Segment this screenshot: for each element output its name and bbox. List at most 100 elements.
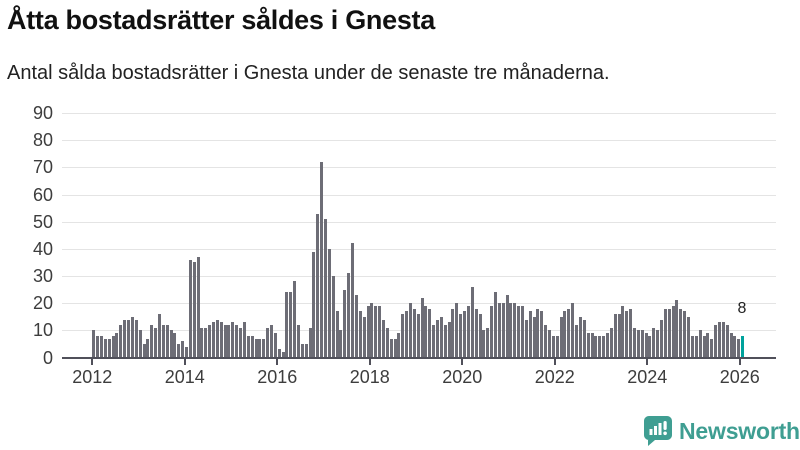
bar bbox=[381, 319, 385, 358]
gridline bbox=[62, 303, 776, 305]
y-tick-label: 50 bbox=[32, 211, 53, 232]
bar bbox=[644, 333, 648, 358]
bar bbox=[544, 324, 548, 358]
bar bbox=[354, 295, 358, 358]
bar bbox=[134, 319, 138, 358]
bar bbox=[551, 335, 555, 358]
bar bbox=[92, 330, 96, 358]
gridline bbox=[62, 276, 776, 277]
bar bbox=[289, 292, 293, 358]
bar bbox=[181, 341, 185, 358]
bar bbox=[339, 330, 343, 358]
bar bbox=[443, 324, 447, 358]
bar bbox=[184, 346, 188, 358]
x-tick-label: 2018 bbox=[349, 366, 390, 387]
newsworthy-logo[interactable]: Newsworthy bbox=[644, 416, 800, 446]
bar bbox=[208, 324, 212, 358]
bar bbox=[463, 311, 467, 358]
bar bbox=[100, 335, 104, 358]
page-title: Åtta bostadsrätter såldes i Gnesta bbox=[7, 5, 435, 35]
bar bbox=[559, 316, 563, 358]
y-tick-label: 30 bbox=[32, 266, 53, 286]
bar bbox=[687, 316, 691, 358]
gridline bbox=[62, 113, 776, 114]
bar bbox=[586, 333, 590, 358]
bar bbox=[478, 314, 482, 358]
bar bbox=[602, 335, 606, 358]
bar bbox=[389, 338, 393, 358]
bar bbox=[123, 319, 127, 358]
x-tick bbox=[461, 358, 464, 365]
bar bbox=[304, 343, 308, 358]
bar bbox=[397, 333, 401, 358]
bar bbox=[625, 311, 629, 358]
bar bbox=[150, 324, 154, 358]
y-tick-label: 10 bbox=[32, 320, 53, 341]
bar bbox=[609, 327, 613, 358]
bar bbox=[308, 327, 312, 358]
bar bbox=[107, 338, 111, 358]
bar bbox=[200, 327, 204, 358]
gridline bbox=[62, 248, 776, 250]
gridline bbox=[62, 167, 776, 169]
bar bbox=[115, 333, 119, 358]
bar bbox=[652, 327, 656, 358]
x-tick-label: 2014 bbox=[164, 366, 205, 387]
bar bbox=[405, 311, 409, 358]
bar bbox=[698, 330, 702, 358]
bar bbox=[663, 308, 667, 358]
bar bbox=[266, 327, 270, 358]
bar bbox=[436, 319, 440, 358]
bar bbox=[296, 324, 300, 358]
bar bbox=[215, 319, 219, 358]
bar bbox=[343, 289, 347, 358]
bar bbox=[96, 335, 100, 358]
bar bbox=[192, 262, 196, 358]
bar bbox=[513, 303, 517, 358]
newsworthy-logo-text: Newsworthy bbox=[679, 417, 800, 444]
bar bbox=[532, 316, 536, 358]
bar bbox=[239, 327, 243, 358]
bar bbox=[567, 308, 571, 358]
bar bbox=[690, 335, 694, 358]
bar bbox=[575, 324, 579, 358]
x-tick-label: 2012 bbox=[72, 366, 113, 387]
bar bbox=[370, 303, 374, 358]
x-tick bbox=[368, 358, 371, 365]
bar bbox=[555, 335, 559, 358]
bar bbox=[474, 308, 478, 358]
bar bbox=[219, 322, 223, 358]
bar bbox=[675, 300, 679, 358]
x-tick bbox=[646, 358, 649, 365]
bar bbox=[490, 305, 494, 358]
bar bbox=[721, 322, 725, 358]
bar bbox=[316, 213, 320, 358]
bar bbox=[358, 311, 362, 358]
bar bbox=[347, 273, 351, 358]
bar bbox=[242, 322, 246, 358]
bar bbox=[393, 338, 397, 358]
bar bbox=[536, 308, 540, 358]
bar bbox=[640, 330, 644, 358]
x-tick bbox=[183, 358, 186, 365]
bar bbox=[459, 314, 463, 358]
bar bbox=[285, 292, 289, 358]
y-tick-label: 60 bbox=[32, 184, 53, 205]
bar bbox=[648, 335, 652, 358]
bar bbox=[598, 335, 602, 358]
bar bbox=[497, 303, 501, 358]
bar bbox=[714, 324, 718, 358]
bar bbox=[362, 316, 366, 358]
bar-highlight bbox=[741, 335, 745, 358]
gridline bbox=[62, 140, 776, 142]
y-tick-label: 40 bbox=[32, 238, 53, 259]
bar bbox=[374, 305, 378, 358]
bar bbox=[223, 324, 227, 358]
x-tick-label: 2026 bbox=[719, 366, 760, 387]
bar bbox=[667, 308, 671, 358]
bar bbox=[111, 335, 115, 358]
bar bbox=[505, 295, 509, 358]
bar bbox=[717, 322, 721, 358]
bar bbox=[196, 257, 200, 358]
bar bbox=[671, 305, 675, 358]
